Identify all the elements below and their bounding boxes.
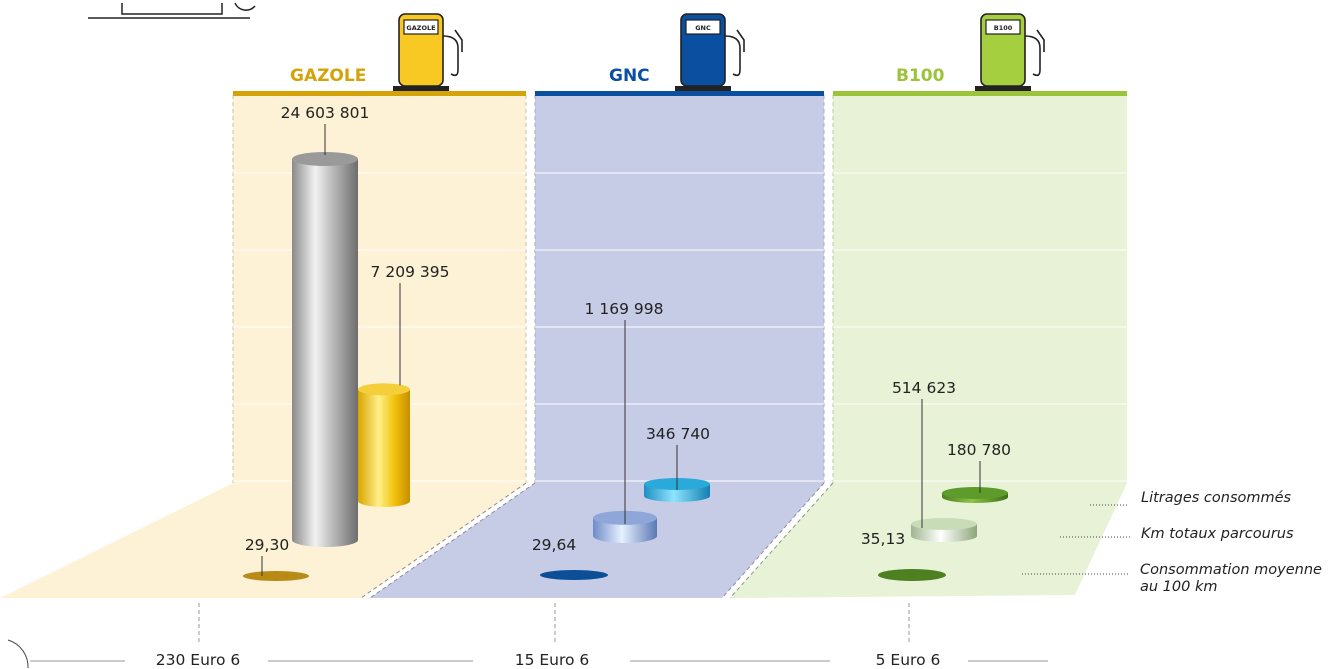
disc-conso-gnc	[540, 570, 608, 580]
disc-conso-b100	[878, 569, 946, 581]
panel-b100	[729, 95, 1127, 599]
fuel-pump-gnc-icon: GNC	[675, 13, 745, 91]
litres-label-b100: 180 780	[946, 441, 1012, 459]
bar-km-gazole-body	[292, 159, 358, 547]
header-bar-gazole	[233, 91, 526, 96]
legend-km: Km totaux parcourus	[1141, 526, 1294, 542]
km-label-b100: 514 623	[891, 379, 957, 397]
panel-gnc	[369, 95, 825, 599]
footer-ticks	[198, 603, 910, 645]
fuel-pump-gazole-icon: GAZOLE	[393, 13, 463, 91]
corner-circle-fragment	[7, 639, 29, 668]
km-label-gnc: 1 169 998	[584, 300, 664, 318]
vehicle-outline-icon	[88, 2, 256, 19]
litres-label-gazole: 7 209 395	[370, 263, 450, 281]
legend-litres: Litrages consommés	[1141, 490, 1292, 506]
chart-marks	[243, 124, 1008, 581]
header-bar-gnc	[535, 91, 824, 96]
conso-label-gazole: 29,30	[244, 536, 290, 554]
litres-label-gnc: 346 740	[645, 425, 711, 443]
category-header-gnc: GNC	[609, 66, 650, 86]
footer-gazole-count: 230 Euro 6	[155, 651, 241, 669]
pump-label-b100: B100	[994, 24, 1013, 32]
category-header-b100: B100	[896, 66, 945, 86]
km-label-gazole: 24 603 801	[280, 104, 370, 122]
bar-km-gazole	[292, 152, 358, 547]
conso-label-gnc: 29,64	[531, 536, 577, 554]
bar-litres-b100-top	[942, 487, 1008, 499]
header-bar-b100	[833, 91, 1127, 96]
bar-km-b100	[911, 518, 977, 542]
panel-gazole	[0, 95, 527, 599]
pump-label-gazole: GAZOLE	[406, 24, 435, 32]
bar-km-gazole-top	[292, 152, 358, 166]
bar-km-b100-top	[911, 518, 977, 530]
footer-gnc-count: 15 Euro 6	[514, 651, 590, 669]
footer-b100-count: 5 Euro 6	[875, 651, 941, 669]
bar-litres-gazole	[358, 383, 410, 507]
disc-conso-gazole	[243, 571, 309, 581]
bar-km-gnc-body	[593, 517, 657, 543]
pump-label-gnc: GNC	[695, 24, 711, 32]
bar-litres-gazole-body	[358, 389, 410, 507]
bar-litres-gazole-top	[358, 383, 410, 396]
category-header-gazole: GAZOLE	[290, 66, 367, 86]
conso-label-b100: 35,13	[860, 530, 906, 548]
fuel-pump-b100-icon: B100	[975, 13, 1045, 91]
legend-conso: Consommation moyenne au 100 km	[1140, 562, 1322, 595]
bar-litres-b100	[942, 487, 1008, 503]
legend-leaders	[1022, 504, 1130, 575]
bar-km-gnc	[593, 510, 657, 543]
